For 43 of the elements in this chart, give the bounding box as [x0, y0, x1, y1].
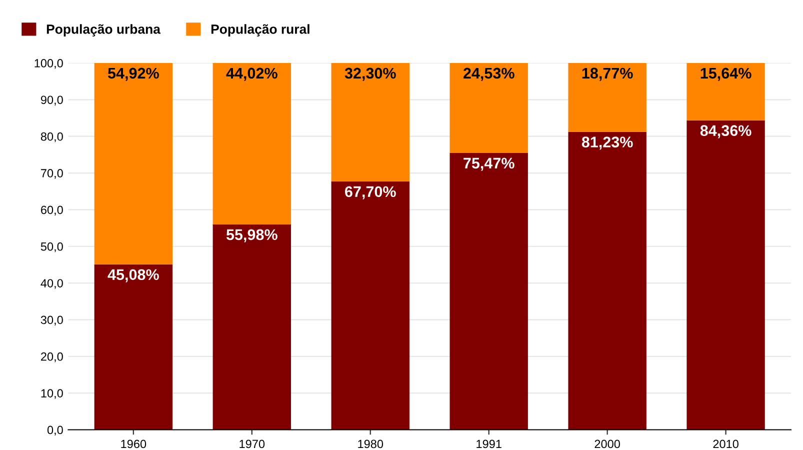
bar [568, 132, 646, 430]
bar [94, 63, 173, 264]
y-tick-label: 20,0 [41, 352, 63, 362]
data-label: 54,92% [108, 68, 159, 81]
x-tick-label: 1991 [476, 440, 502, 448]
x-tick-label: 1980 [358, 440, 384, 448]
data-label: 18,77% [582, 68, 633, 81]
y-tick-label: 100,0 [34, 59, 63, 69]
data-label: 45,08% [108, 269, 159, 282]
data-label: 44,02% [226, 68, 278, 81]
y-tick-label: 10,0 [41, 389, 63, 399]
x-tick-label: 1970 [240, 440, 265, 448]
bar [450, 152, 528, 430]
data-label: 75,47% [464, 158, 514, 171]
data-label: 24,53% [463, 68, 514, 81]
bar [212, 224, 291, 430]
data-label: 67,70% [345, 186, 396, 200]
data-label: 81,23% [582, 136, 633, 150]
y-tick-label: 70,0 [41, 169, 63, 179]
legend-label: População urbana [46, 24, 161, 36]
y-tick-label: 90,0 [40, 96, 63, 106]
bar [331, 63, 410, 182]
x-tick-label: 1960 [121, 440, 146, 448]
bar [331, 181, 410, 430]
x-tick-label: 2000 [594, 440, 620, 448]
bar [686, 120, 765, 430]
data-label: 84,36% [700, 125, 752, 138]
data-label: 15,64% [700, 68, 752, 81]
y-tick-label: 50,0 [40, 242, 63, 252]
y-tick-label: 60,0 [41, 206, 63, 216]
y-tick-label: 40,0 [40, 279, 63, 289]
bar [212, 63, 291, 224]
y-tick-label: 30,0 [40, 316, 63, 326]
y-tick-label: 0,0 [47, 426, 63, 436]
bar [568, 63, 646, 132]
bar [94, 264, 173, 430]
bar [686, 63, 765, 120]
x-tick-label: 2010 [713, 440, 738, 448]
y-tick-label: 80,0 [40, 132, 63, 142]
data-label: 55,98% [226, 229, 278, 242]
bar [450, 63, 528, 153]
data-label: 32,30% [344, 68, 396, 81]
legend-label: População rural [211, 24, 310, 36]
